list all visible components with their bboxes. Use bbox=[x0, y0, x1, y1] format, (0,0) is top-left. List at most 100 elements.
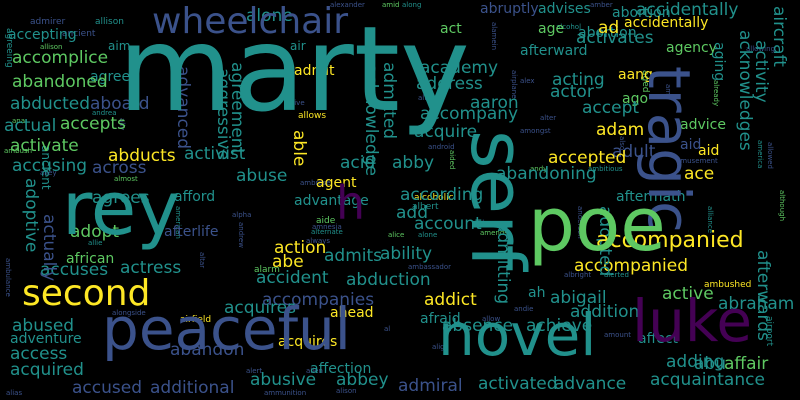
word-amy: amy bbox=[664, 84, 672, 100]
word-aftermath: aftermath bbox=[616, 189, 686, 205]
word-always: always bbox=[306, 237, 331, 245]
word-aided: aided bbox=[448, 150, 456, 170]
word-also: also bbox=[618, 136, 626, 151]
word-ace: ace bbox=[684, 164, 715, 184]
word-addict: addict bbox=[424, 290, 477, 310]
word-alexander: alexander bbox=[330, 1, 365, 9]
word-aaron: aaron bbox=[470, 93, 519, 113]
word-alter: alter bbox=[540, 114, 557, 122]
word-acquires: acquires bbox=[224, 298, 296, 318]
word-afterwards: afterwards bbox=[753, 250, 773, 341]
word-acquire: acquire bbox=[414, 122, 478, 142]
word-afterlife: afterlife bbox=[164, 224, 219, 240]
word-able: able bbox=[289, 130, 309, 167]
word-add: add bbox=[396, 203, 428, 223]
word-abu: abu bbox=[694, 354, 726, 374]
word-novel: novel bbox=[438, 301, 597, 369]
word-afford: afford bbox=[174, 189, 216, 205]
word-alone: alone bbox=[418, 231, 438, 239]
word-accepts: accepts bbox=[60, 114, 126, 134]
word-acquaintance: acquaintance bbox=[650, 370, 765, 390]
word-academy: academy bbox=[420, 58, 499, 78]
word-abducted: abducted bbox=[10, 94, 91, 114]
word-abused: abused bbox=[12, 316, 75, 336]
word-actually: actually bbox=[39, 214, 59, 282]
word-alley: alley bbox=[40, 169, 57, 177]
word-aged: aged bbox=[640, 70, 650, 93]
word-alone-top: alone bbox=[246, 6, 293, 26]
word-advance: advance bbox=[554, 374, 627, 394]
word-agreement: agreement bbox=[227, 62, 247, 156]
word-admirer: admirer bbox=[30, 17, 66, 27]
word-acknowledge: acknowledge bbox=[361, 64, 381, 176]
word-act: act bbox=[440, 21, 462, 37]
word-accomplice: accomplice bbox=[12, 48, 109, 68]
word-aide: aide bbox=[316, 216, 336, 226]
word-advantage: advantage bbox=[294, 193, 369, 209]
word-tragic: tragic bbox=[635, 66, 703, 233]
word-abandon: abandon bbox=[170, 340, 245, 360]
word-amid: amid bbox=[382, 1, 400, 9]
word-alamein: alamein bbox=[490, 22, 498, 51]
word-although: although bbox=[778, 190, 786, 222]
word-accident: accident bbox=[256, 268, 329, 288]
word-alcohol: alcohol bbox=[556, 23, 582, 31]
word-align: align bbox=[432, 343, 450, 351]
word-accept: accept bbox=[582, 98, 640, 118]
word-peaceful: peaceful bbox=[102, 295, 351, 363]
word-ambrose: ambrose bbox=[300, 179, 331, 187]
word-alongside: alongside bbox=[112, 309, 146, 317]
word-amusement: amusement bbox=[676, 157, 718, 165]
word-air: air bbox=[290, 39, 306, 53]
word-ah: ah bbox=[528, 285, 546, 301]
word-alex: alex bbox=[520, 77, 535, 85]
word-abe: abe bbox=[272, 252, 304, 272]
word-abandoning: abandoning bbox=[496, 164, 597, 184]
word-ambushed: ambushed bbox=[704, 280, 752, 290]
word-ambassador: ambassador bbox=[408, 263, 452, 271]
word-access: access bbox=[10, 344, 68, 364]
word-aid-2: aid bbox=[680, 137, 702, 153]
word-andy: andy bbox=[530, 165, 548, 173]
word-alcoholic: alcoholic bbox=[414, 193, 454, 203]
word-adopted: adopted bbox=[595, 206, 615, 277]
word-anderson: anderson bbox=[576, 206, 584, 239]
word-android: android bbox=[428, 143, 455, 151]
word-admitted: admitted bbox=[379, 62, 399, 140]
word-abducts: abducts bbox=[108, 146, 176, 166]
word-alliance: alliance bbox=[706, 206, 714, 234]
word-adventure: adventure bbox=[10, 331, 82, 347]
word-acid: acid bbox=[340, 153, 376, 173]
word-ancient2: ancient bbox=[39, 145, 53, 190]
word-affection: affection bbox=[310, 361, 372, 377]
word-marty: marty bbox=[118, 0, 470, 138]
word-active: active bbox=[662, 284, 714, 304]
word-accepted: accepted bbox=[548, 148, 627, 168]
word-admit: admit bbox=[294, 63, 335, 79]
word-abbey: abbey bbox=[336, 370, 389, 390]
word-accused: accused bbox=[72, 378, 142, 398]
word-aid: aid bbox=[698, 143, 720, 159]
word-alpha: alpha bbox=[232, 211, 252, 219]
word-afraid: afraid bbox=[420, 311, 461, 327]
word-afterward: afterward bbox=[520, 43, 588, 59]
word-aang: aang bbox=[618, 67, 653, 83]
word-abortion: abortion bbox=[578, 25, 637, 41]
word-activated: activated bbox=[478, 374, 558, 394]
word-activate: activate bbox=[10, 136, 79, 156]
word-action: action bbox=[274, 238, 327, 258]
word-andrea: andrea bbox=[92, 109, 117, 117]
word-admitting: admitting bbox=[493, 222, 513, 305]
word-affair: affair bbox=[724, 354, 769, 374]
word-abby: abby bbox=[392, 153, 435, 173]
word-allows: allows bbox=[298, 111, 327, 121]
word-agency: agency bbox=[666, 40, 717, 56]
word-abigail: abigail bbox=[550, 288, 607, 308]
word-actress: actress bbox=[120, 258, 182, 278]
word-accompanied: accompanied bbox=[574, 256, 689, 276]
word-alien: alien bbox=[306, 367, 323, 375]
word-abuse: abuse bbox=[236, 166, 288, 186]
word-america: america bbox=[756, 140, 764, 169]
word-ana: ana bbox=[12, 117, 26, 125]
word-alarm: alarm bbox=[254, 265, 280, 275]
